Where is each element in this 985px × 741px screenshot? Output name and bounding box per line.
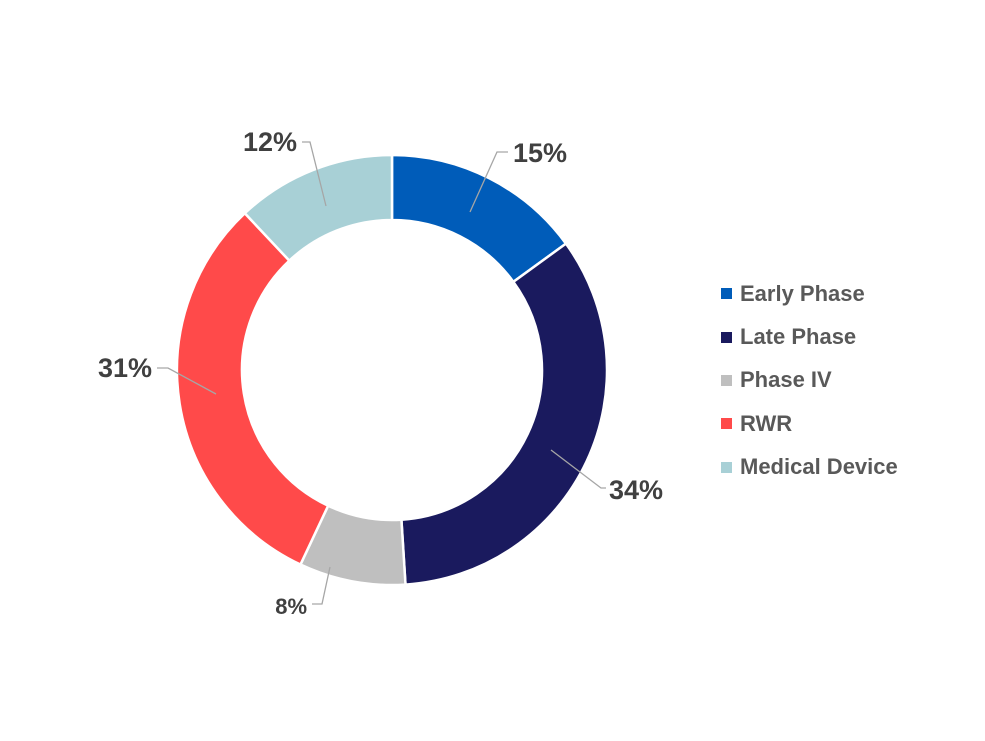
donut-slice-medical-device (243, 153, 394, 263)
data-label: 15% (513, 138, 567, 168)
legend-item-late-phase: Late Phase (721, 315, 981, 358)
legend-label: RWR (740, 410, 793, 436)
donut-slice-late-phase (400, 241, 609, 586)
donut-slice-rwr (175, 211, 330, 567)
data-label: 31% (98, 353, 152, 383)
legend: Early Phase Late Phase Phase IV RWR Medi… (721, 272, 981, 489)
legend-label: Phase IV (740, 367, 832, 393)
legend-swatch (721, 418, 732, 430)
legend-item-early-phase: Early Phase (721, 272, 981, 315)
legend-label: Early Phase (740, 280, 865, 306)
legend-label: Medical Device (740, 454, 898, 480)
leader-line (312, 566, 331, 605)
legend-item-medical-device: Medical Device (721, 446, 981, 489)
legend-swatch (721, 374, 732, 386)
data-label: 8% (275, 594, 307, 619)
legend-item-phase-iv: Phase IV (721, 359, 981, 402)
leader-lines (157, 141, 606, 605)
data-label: 12% (243, 127, 297, 157)
data-label: 34% (609, 475, 663, 505)
legend-swatch (721, 461, 732, 473)
donut-slices (175, 153, 609, 587)
legend-label: Late Phase (740, 324, 857, 350)
leader-line (157, 367, 217, 395)
leader-line (469, 151, 508, 213)
legend-item-rwr: RWR (721, 402, 981, 445)
leader-line (550, 449, 606, 489)
data-labels: 15% 34% 8% 31% 12% (98, 127, 663, 619)
legend-swatch (721, 288, 732, 300)
legend-swatch (721, 331, 732, 343)
leader-line (302, 141, 327, 207)
